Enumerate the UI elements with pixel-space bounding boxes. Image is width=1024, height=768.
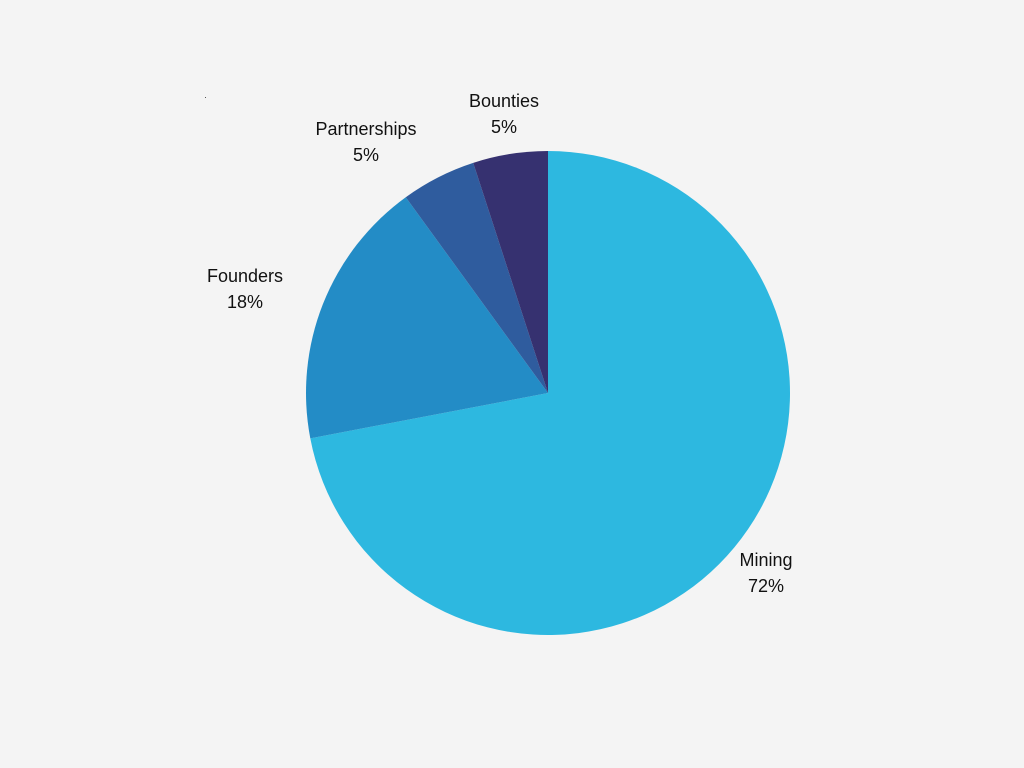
stray-dot (205, 97, 206, 98)
pie-slice-partnerships (405, 162, 548, 393)
pie-slice-mining (310, 151, 791, 635)
pie-slice-founders (306, 197, 548, 439)
slice-label-founders: Founders (207, 266, 283, 286)
slice-value-bounties: 5% (491, 117, 517, 137)
slice-value-mining: 72% (748, 576, 784, 596)
slice-label-mining: Mining (739, 550, 792, 570)
slice-value-founders: 18% (227, 292, 263, 312)
slice-value-partnerships: 5% (353, 145, 379, 165)
slice-label-partnerships: Partnerships (315, 119, 416, 139)
pie-slice-bounties (473, 151, 548, 393)
slice-label-bounties: Bounties (469, 91, 539, 111)
